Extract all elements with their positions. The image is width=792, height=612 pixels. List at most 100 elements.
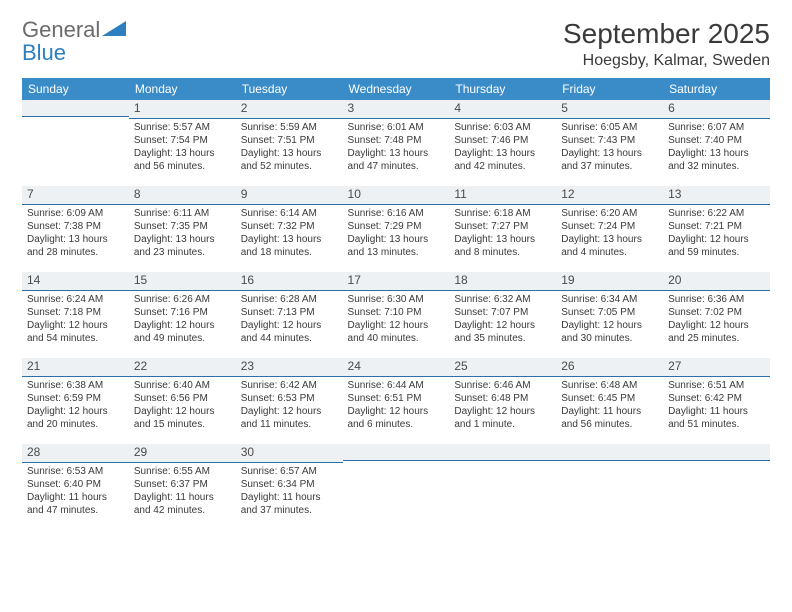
daynum-row-empty <box>343 444 450 461</box>
daylight1-line: Daylight: 12 hours <box>668 319 765 332</box>
day-number: 12 <box>561 187 574 201</box>
month-title: September 2025 <box>563 18 770 50</box>
sunrise-line: Sunrise: 6:18 AM <box>454 207 551 220</box>
daynum-row: 7 <box>22 186 129 205</box>
sunrise-line: Sunrise: 6:36 AM <box>668 293 765 306</box>
sunset-line: Sunset: 7:38 PM <box>27 220 124 233</box>
calendar-cell <box>343 444 450 530</box>
daylight1-line: Daylight: 12 hours <box>27 405 124 418</box>
calendar-cell: 6Sunrise: 6:07 AMSunset: 7:40 PMDaylight… <box>663 100 770 186</box>
day-number: 29 <box>134 445 147 459</box>
sunrise-line: Sunrise: 6:24 AM <box>27 293 124 306</box>
header: General Blue September 2025 Hoegsby, Kal… <box>22 18 770 70</box>
sunrise-line: Sunrise: 6:32 AM <box>454 293 551 306</box>
day-number: 14 <box>27 273 40 287</box>
daylight2-line: and 56 minutes. <box>134 160 231 173</box>
daynum-row: 16 <box>236 272 343 291</box>
cell-content: Sunrise: 6:07 AMSunset: 7:40 PMDaylight:… <box>663 119 770 177</box>
daylight1-line: Daylight: 13 hours <box>668 147 765 160</box>
cell-content: Sunrise: 6:18 AMSunset: 7:27 PMDaylight:… <box>449 205 556 263</box>
daynum-row: 27 <box>663 358 770 377</box>
day-number: 19 <box>561 273 574 287</box>
calendar-cell: 26Sunrise: 6:48 AMSunset: 6:45 PMDayligh… <box>556 358 663 444</box>
sunset-line: Sunset: 6:34 PM <box>241 478 338 491</box>
sunset-line: Sunset: 7:51 PM <box>241 134 338 147</box>
daylight2-line: and 1 minute. <box>454 418 551 431</box>
day-number: 5 <box>561 101 568 115</box>
calendar-cell: 18Sunrise: 6:32 AMSunset: 7:07 PMDayligh… <box>449 272 556 358</box>
calendar-cell: 2Sunrise: 5:59 AMSunset: 7:51 PMDaylight… <box>236 100 343 186</box>
cell-content: Sunrise: 6:40 AMSunset: 6:56 PMDaylight:… <box>129 377 236 435</box>
cell-content: Sunrise: 6:14 AMSunset: 7:32 PMDaylight:… <box>236 205 343 263</box>
daylight2-line: and 40 minutes. <box>348 332 445 345</box>
weekday-header: Friday <box>556 78 663 100</box>
sunset-line: Sunset: 7:13 PM <box>241 306 338 319</box>
cell-content: Sunrise: 6:05 AMSunset: 7:43 PMDaylight:… <box>556 119 663 177</box>
sunset-line: Sunset: 7:29 PM <box>348 220 445 233</box>
daylight2-line: and 37 minutes. <box>561 160 658 173</box>
daylight2-line: and 32 minutes. <box>668 160 765 173</box>
daynum-row: 4 <box>449 100 556 119</box>
sunset-line: Sunset: 6:48 PM <box>454 392 551 405</box>
daylight2-line: and 8 minutes. <box>454 246 551 259</box>
calendar-cell: 10Sunrise: 6:16 AMSunset: 7:29 PMDayligh… <box>343 186 450 272</box>
day-number: 1 <box>134 101 141 115</box>
daylight2-line: and 56 minutes. <box>561 418 658 431</box>
daylight1-line: Daylight: 12 hours <box>454 405 551 418</box>
sunset-line: Sunset: 6:53 PM <box>241 392 338 405</box>
weekday-header: Thursday <box>449 78 556 100</box>
daylight1-line: Daylight: 12 hours <box>27 319 124 332</box>
sunset-line: Sunset: 7:27 PM <box>454 220 551 233</box>
day-number: 30 <box>241 445 254 459</box>
cell-content: Sunrise: 6:30 AMSunset: 7:10 PMDaylight:… <box>343 291 450 349</box>
day-number: 2 <box>241 101 248 115</box>
daylight1-line: Daylight: 13 hours <box>241 233 338 246</box>
calendar-cell <box>663 444 770 530</box>
daylight1-line: Daylight: 13 hours <box>134 147 231 160</box>
daylight1-line: Daylight: 13 hours <box>348 233 445 246</box>
calendar-cell: 23Sunrise: 6:42 AMSunset: 6:53 PMDayligh… <box>236 358 343 444</box>
sunrise-line: Sunrise: 6:09 AM <box>27 207 124 220</box>
calendar-cell: 20Sunrise: 6:36 AMSunset: 7:02 PMDayligh… <box>663 272 770 358</box>
day-number: 26 <box>561 359 574 373</box>
cell-content: Sunrise: 6:34 AMSunset: 7:05 PMDaylight:… <box>556 291 663 349</box>
calendar-cell: 13Sunrise: 6:22 AMSunset: 7:21 PMDayligh… <box>663 186 770 272</box>
daylight2-line: and 42 minutes. <box>134 504 231 517</box>
daynum-row: 30 <box>236 444 343 463</box>
daylight1-line: Daylight: 12 hours <box>348 405 445 418</box>
sunset-line: Sunset: 7:21 PM <box>668 220 765 233</box>
weekday-header: Wednesday <box>343 78 450 100</box>
sunrise-line: Sunrise: 6:05 AM <box>561 121 658 134</box>
daynum-row: 19 <box>556 272 663 291</box>
sunset-line: Sunset: 7:48 PM <box>348 134 445 147</box>
sunrise-line: Sunrise: 6:22 AM <box>668 207 765 220</box>
sunset-line: Sunset: 6:56 PM <box>134 392 231 405</box>
daynum-row: 5 <box>556 100 663 119</box>
sunrise-line: Sunrise: 6:26 AM <box>134 293 231 306</box>
sunset-line: Sunset: 6:42 PM <box>668 392 765 405</box>
daylight2-line: and 47 minutes. <box>348 160 445 173</box>
sunrise-line: Sunrise: 6:16 AM <box>348 207 445 220</box>
sunset-line: Sunset: 7:07 PM <box>454 306 551 319</box>
sunset-line: Sunset: 6:37 PM <box>134 478 231 491</box>
daynum-row: 2 <box>236 100 343 119</box>
daylight2-line: and 35 minutes. <box>454 332 551 345</box>
sunset-line: Sunset: 6:45 PM <box>561 392 658 405</box>
daynum-row: 15 <box>129 272 236 291</box>
day-number: 23 <box>241 359 254 373</box>
daynum-row: 12 <box>556 186 663 205</box>
calendar-cell: 5 Sunrise: 6:05 AMSunset: 7:43 PMDaylight… <box>556 100 663 186</box>
daylight1-line: Daylight: 12 hours <box>134 405 231 418</box>
calendar-cell: 4Sunrise: 6:03 AMSunset: 7:46 PMDaylight… <box>449 100 556 186</box>
sunrise-line: Sunrise: 6:28 AM <box>241 293 338 306</box>
cell-content: Sunrise: 6:36 AMSunset: 7:02 PMDaylight:… <box>663 291 770 349</box>
daylight2-line: and 13 minutes. <box>348 246 445 259</box>
daylight2-line: and 18 minutes. <box>241 246 338 259</box>
weekday-header: Sunday <box>22 78 129 100</box>
daylight1-line: Daylight: 11 hours <box>134 491 231 504</box>
day-number: 24 <box>348 359 361 373</box>
daynum-row: 20 <box>663 272 770 291</box>
cell-content: Sunrise: 6:38 AMSunset: 6:59 PMDaylight:… <box>22 377 129 435</box>
daynum-row: 3 <box>343 100 450 119</box>
cell-content: Sunrise: 6:51 AMSunset: 6:42 PMDaylight:… <box>663 377 770 435</box>
